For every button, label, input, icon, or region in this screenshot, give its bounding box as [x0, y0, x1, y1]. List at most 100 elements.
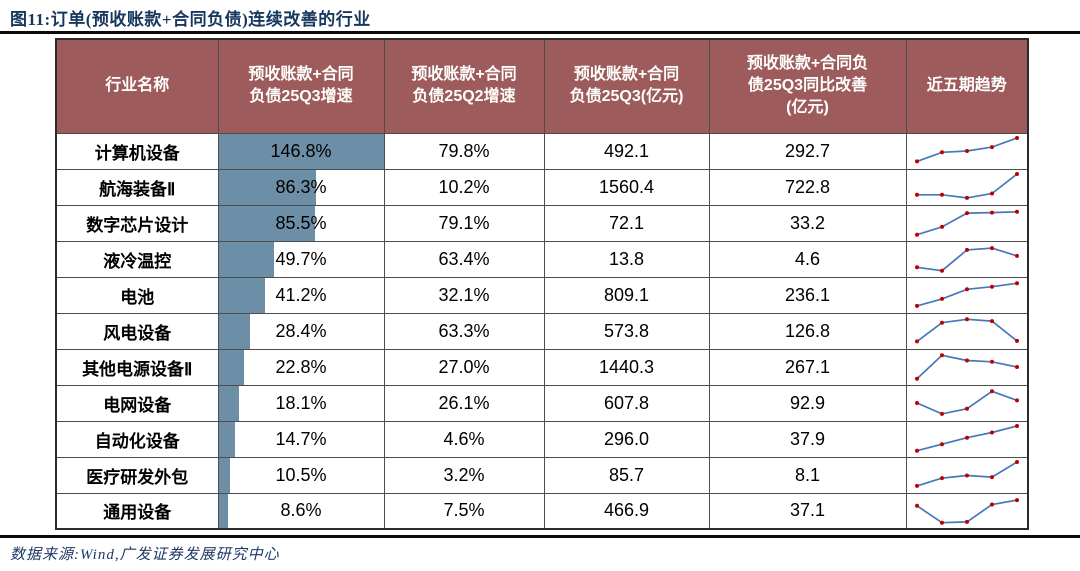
table-row: 计算机设备 146.8% 79.8% 492.1 292.7 — [55, 132, 1029, 170]
table-row: 其他电源设备Ⅱ 22.8% 27.0% 1440.3 267.1 — [55, 348, 1029, 386]
q2-growth-cell: 3.2% — [383, 456, 545, 494]
trend-sparkline-cell — [905, 168, 1029, 206]
col-header-trend: 近五期趋势 — [905, 38, 1029, 134]
q3-amount-cell: 296.0 — [543, 420, 710, 458]
table-body: 计算机设备 146.8% 79.8% 492.1 292.7 航海装备Ⅱ 86.… — [55, 132, 1029, 530]
industry-name-cell: 风电设备 — [55, 312, 219, 350]
trend-sparkline-chart — [914, 460, 1019, 488]
q2-growth-cell: 10.2% — [383, 168, 545, 206]
industry-name-cell: 自动化设备 — [55, 420, 219, 458]
trend-sparkline-cell — [905, 348, 1029, 386]
trend-sparkline-cell — [905, 276, 1029, 314]
trend-sparkline-chart — [914, 389, 1019, 416]
growth-data-bar — [218, 169, 316, 205]
q3-growth-value: 18.1% — [275, 392, 327, 413]
trend-sparkline-chart — [914, 136, 1019, 164]
q2-growth-cell: 26.1% — [383, 384, 545, 422]
q3-amount-cell: 607.8 — [543, 384, 710, 422]
q3-growth-value: 85.5% — [275, 212, 327, 233]
industry-name-cell: 航海装备Ⅱ — [55, 168, 219, 206]
table-row: 航海装备Ⅱ 86.3% 10.2% 1560.4 722.8 — [55, 168, 1029, 206]
yoy-improvement-cell: 92.9 — [708, 384, 907, 422]
trend-sparkline-chart — [914, 172, 1019, 200]
q2-growth-cell: 63.3% — [383, 312, 545, 350]
q3-amount-cell: 85.7 — [543, 456, 710, 494]
q3-growth-value: 10.5% — [275, 464, 327, 485]
table-row: 通用设备 8.6% 7.5% 466.9 37.1 — [55, 492, 1029, 530]
growth-data-bar — [218, 385, 239, 421]
growth-data-bar — [218, 493, 229, 528]
q3-growth-value: 86.3% — [275, 176, 327, 197]
q3-growth-cell: 85.5% — [217, 204, 385, 242]
trend-sparkline-chart — [914, 281, 1019, 308]
industry-orders-table: 行业名称 预收账款+合同 负债25Q3增速 预收账款+合同 负债25Q2增速 预… — [55, 38, 1029, 530]
q3-amount-cell: 13.8 — [543, 240, 710, 278]
q3-amount-cell: 573.8 — [543, 312, 710, 350]
q3-amount-cell: 466.9 — [543, 492, 710, 530]
trend-sparkline-chart — [914, 424, 1019, 453]
col-header-q3-growth: 预收账款+合同 负债25Q3增速 — [217, 38, 385, 134]
industry-name-cell: 计算机设备 — [55, 132, 219, 170]
table-row: 电池 41.2% 32.1% 809.1 236.1 — [55, 276, 1029, 314]
trend-sparkline-cell — [905, 492, 1029, 530]
q2-growth-cell: 27.0% — [383, 348, 545, 386]
q3-amount-cell: 1560.4 — [543, 168, 710, 206]
trend-sparkline-chart — [914, 209, 1019, 237]
growth-data-bar — [218, 241, 275, 277]
growth-data-bar — [218, 457, 231, 493]
q2-growth-cell: 32.1% — [383, 276, 545, 314]
yoy-improvement-cell: 33.2 — [708, 204, 907, 242]
yoy-improvement-cell: 8.1 — [708, 456, 907, 494]
q2-growth-cell: 63.4% — [383, 240, 545, 278]
q3-growth-cell: 86.3% — [217, 168, 385, 206]
yoy-improvement-cell: 37.9 — [708, 420, 907, 458]
q3-growth-cell: 18.1% — [217, 384, 385, 422]
growth-data-bar — [218, 349, 245, 385]
trend-sparkline-chart — [914, 317, 1019, 344]
trend-sparkline-cell — [905, 312, 1029, 350]
yoy-improvement-cell: 267.1 — [708, 348, 907, 386]
trend-sparkline-chart — [914, 497, 1019, 525]
col-header-q2-growth: 预收账款+合同 负债25Q2增速 — [383, 38, 545, 134]
q2-growth-cell: 7.5% — [383, 492, 545, 530]
q2-growth-cell: 4.6% — [383, 420, 545, 458]
table-row: 电网设备 18.1% 26.1% 607.8 92.9 — [55, 384, 1029, 422]
yoy-improvement-cell: 722.8 — [708, 168, 907, 206]
trend-sparkline-cell — [905, 384, 1029, 422]
trend-sparkline-cell — [905, 132, 1029, 170]
q3-growth-value: 28.4% — [275, 320, 327, 341]
q3-growth-cell: 49.7% — [217, 240, 385, 278]
growth-data-bar — [218, 313, 251, 349]
footer-divider-rule — [0, 535, 1080, 538]
q3-growth-value: 22.8% — [275, 356, 327, 377]
table-row: 液冷温控 49.7% 63.4% 13.8 4.6 — [55, 240, 1029, 278]
growth-data-bar — [218, 133, 384, 169]
trend-sparkline-chart — [914, 246, 1019, 273]
table-row: 数字芯片设计 85.5% 79.1% 72.1 33.2 — [55, 204, 1029, 242]
q3-growth-cell: 146.8% — [217, 132, 385, 170]
industry-name-cell: 医疗研发外包 — [55, 456, 219, 494]
growth-data-bar — [218, 421, 235, 457]
table-row: 医疗研发外包 10.5% 3.2% 85.7 8.1 — [55, 456, 1029, 494]
growth-data-bar — [218, 277, 265, 313]
q3-amount-cell: 809.1 — [543, 276, 710, 314]
trend-sparkline-cell — [905, 456, 1029, 494]
title-divider-rule — [0, 31, 1080, 34]
q3-growth-cell: 10.5% — [217, 456, 385, 494]
q2-growth-cell: 79.8% — [383, 132, 545, 170]
industry-name-cell: 液冷温控 — [55, 240, 219, 278]
q3-amount-cell: 72.1 — [543, 204, 710, 242]
q3-growth-value: 41.2% — [275, 284, 327, 305]
yoy-improvement-cell: 236.1 — [708, 276, 907, 314]
yoy-improvement-cell: 292.7 — [708, 132, 907, 170]
q3-growth-cell: 41.2% — [217, 276, 385, 314]
growth-data-bar — [218, 205, 315, 241]
data-source-note: 数据来源:Wind,广发证券发展研究中心 — [10, 547, 280, 563]
industry-name-cell: 数字芯片设计 — [55, 204, 219, 242]
q2-growth-cell: 79.1% — [383, 204, 545, 242]
industry-name-cell: 其他电源设备Ⅱ — [55, 348, 219, 386]
trend-sparkline-cell — [905, 240, 1029, 278]
trend-sparkline-cell — [905, 420, 1029, 458]
q3-growth-value: 8.6% — [280, 500, 322, 521]
col-header-q3-amount: 预收账款+合同 负债25Q3(亿元) — [543, 38, 710, 134]
